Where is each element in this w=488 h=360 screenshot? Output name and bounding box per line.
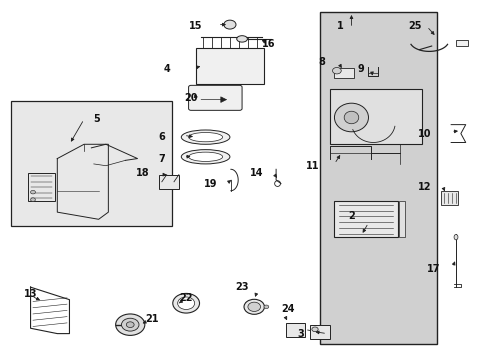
Ellipse shape xyxy=(188,152,222,161)
Ellipse shape xyxy=(344,111,358,124)
Bar xyxy=(28,173,55,202)
Text: 11: 11 xyxy=(305,161,319,171)
Text: 21: 21 xyxy=(145,314,159,324)
Text: 7: 7 xyxy=(158,154,165,163)
Text: 17: 17 xyxy=(427,264,440,274)
Ellipse shape xyxy=(181,150,229,164)
Ellipse shape xyxy=(177,297,194,310)
Text: 16: 16 xyxy=(262,39,275,49)
Ellipse shape xyxy=(244,299,264,314)
Text: 15: 15 xyxy=(189,21,202,31)
Ellipse shape xyxy=(236,36,247,42)
Text: 18: 18 xyxy=(135,168,149,178)
Bar xyxy=(309,325,329,339)
Text: 23: 23 xyxy=(235,282,248,292)
Bar xyxy=(11,102,171,226)
Text: 19: 19 xyxy=(203,179,217,189)
Text: 5: 5 xyxy=(93,114,100,124)
Text: 12: 12 xyxy=(417,182,430,192)
Bar xyxy=(334,202,397,237)
Ellipse shape xyxy=(30,190,35,194)
Ellipse shape xyxy=(332,67,341,74)
Bar xyxy=(441,191,458,205)
Ellipse shape xyxy=(311,327,318,332)
Ellipse shape xyxy=(30,198,35,202)
Ellipse shape xyxy=(247,302,260,311)
Text: 2: 2 xyxy=(347,211,354,221)
Text: 1: 1 xyxy=(337,21,344,31)
Text: 22: 22 xyxy=(179,293,192,303)
Text: 10: 10 xyxy=(417,129,430,139)
Text: 3: 3 xyxy=(296,329,303,339)
Ellipse shape xyxy=(264,305,268,309)
Ellipse shape xyxy=(126,322,134,328)
Ellipse shape xyxy=(121,318,139,331)
Bar xyxy=(398,202,404,237)
Text: 9: 9 xyxy=(357,64,364,74)
Bar xyxy=(329,89,421,144)
Text: 14: 14 xyxy=(249,168,263,178)
Ellipse shape xyxy=(172,293,199,313)
Bar xyxy=(285,323,305,337)
Text: 13: 13 xyxy=(24,289,37,299)
FancyBboxPatch shape xyxy=(188,85,242,111)
Ellipse shape xyxy=(334,103,368,132)
Bar xyxy=(334,68,353,78)
Bar xyxy=(196,48,264,84)
Text: 6: 6 xyxy=(158,132,165,142)
Ellipse shape xyxy=(181,130,229,144)
Bar xyxy=(455,40,467,46)
Ellipse shape xyxy=(224,20,236,29)
Bar xyxy=(159,175,179,189)
Ellipse shape xyxy=(116,314,144,336)
Text: 25: 25 xyxy=(407,21,421,31)
Text: 4: 4 xyxy=(163,64,170,74)
Text: 20: 20 xyxy=(184,93,197,103)
Bar xyxy=(319,12,436,344)
Text: 8: 8 xyxy=(318,57,325,67)
Text: 24: 24 xyxy=(281,303,294,314)
Ellipse shape xyxy=(453,234,457,240)
Ellipse shape xyxy=(188,132,222,142)
